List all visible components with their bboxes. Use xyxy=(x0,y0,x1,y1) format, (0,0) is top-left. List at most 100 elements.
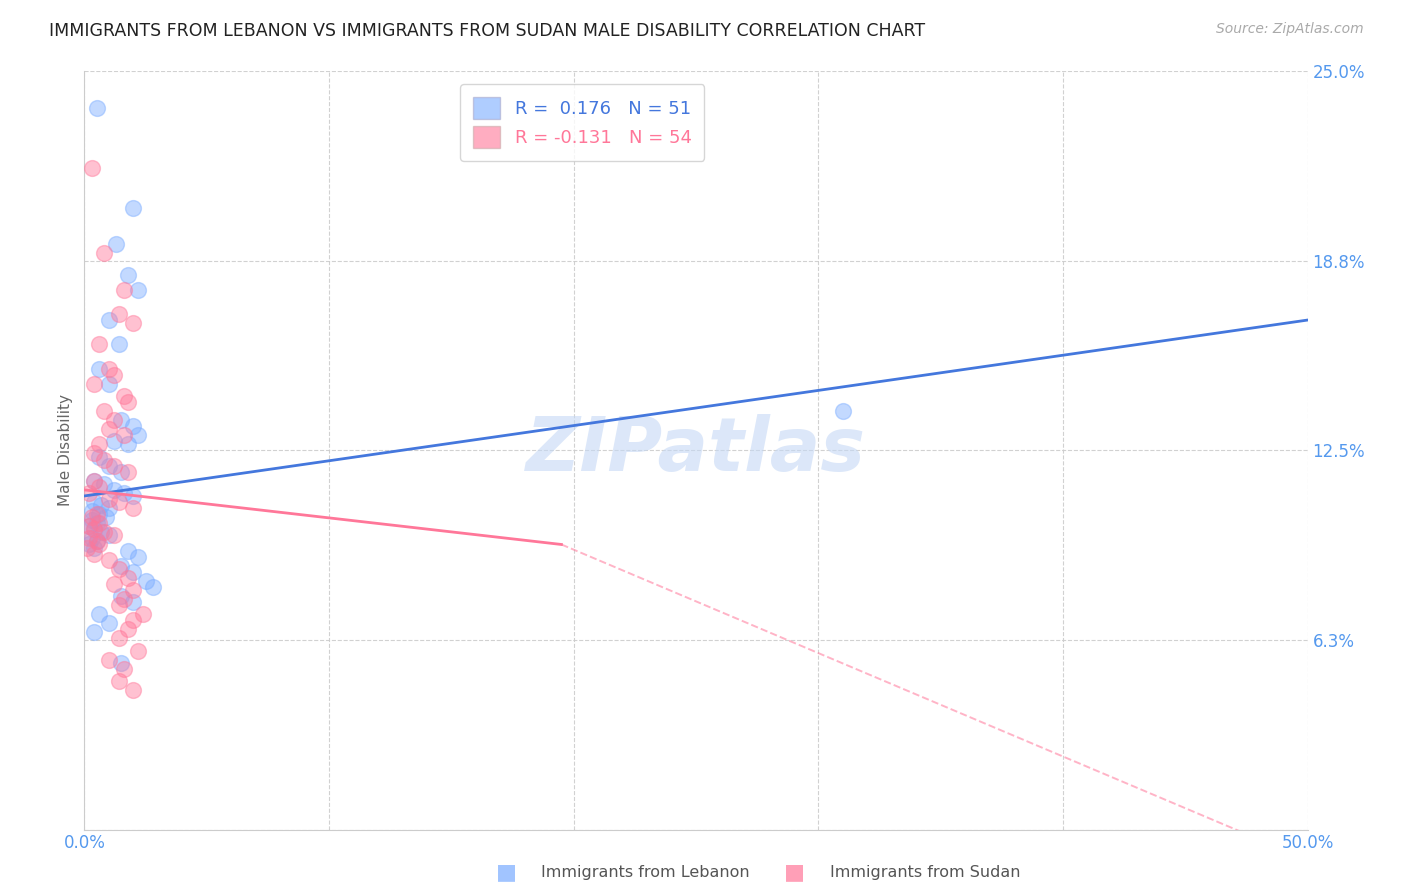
Point xyxy=(93,525,115,540)
Point xyxy=(93,404,115,418)
Point xyxy=(103,368,125,382)
Point xyxy=(87,607,110,622)
Point xyxy=(87,337,110,351)
Point xyxy=(97,491,120,506)
Point xyxy=(80,161,103,176)
Point xyxy=(80,513,103,527)
Point xyxy=(97,501,120,516)
Point xyxy=(103,528,125,542)
Point xyxy=(77,537,100,551)
Point xyxy=(112,428,135,442)
Point xyxy=(127,283,149,297)
Point xyxy=(112,486,135,500)
Point xyxy=(83,547,105,561)
Point xyxy=(83,376,105,391)
Point xyxy=(107,337,129,351)
Point xyxy=(83,522,105,536)
Point xyxy=(110,589,132,603)
Point xyxy=(93,246,115,260)
Point xyxy=(93,476,115,491)
Point xyxy=(122,489,145,503)
Point xyxy=(122,201,145,215)
Point xyxy=(80,510,103,524)
Point xyxy=(76,541,98,555)
Point xyxy=(83,495,105,509)
Point xyxy=(112,283,135,297)
Y-axis label: Male Disability: Male Disability xyxy=(58,394,73,507)
Point xyxy=(122,501,145,516)
Text: Source: ZipAtlas.com: Source: ZipAtlas.com xyxy=(1216,22,1364,37)
Point xyxy=(87,507,110,521)
Point xyxy=(86,101,108,115)
Point xyxy=(117,623,139,637)
Point xyxy=(96,510,118,524)
Point xyxy=(117,395,139,409)
Point xyxy=(93,452,115,467)
Point xyxy=(110,558,132,573)
Point xyxy=(122,565,145,579)
Point xyxy=(117,543,139,558)
Point xyxy=(107,673,129,688)
Point xyxy=(83,474,105,488)
Point xyxy=(97,376,120,391)
Point xyxy=(122,595,145,609)
Point xyxy=(97,458,120,473)
Point xyxy=(103,577,125,591)
Point xyxy=(107,495,129,509)
Point xyxy=(90,498,112,512)
Legend: R =  0.176   N = 51, R = -0.131   N = 54: R = 0.176 N = 51, R = -0.131 N = 54 xyxy=(460,84,704,161)
Point xyxy=(77,532,100,546)
Point xyxy=(122,683,145,698)
Point xyxy=(105,237,128,252)
Point xyxy=(90,525,112,540)
Point xyxy=(135,574,157,588)
Point xyxy=(87,437,110,451)
Point xyxy=(117,437,139,451)
Point xyxy=(80,532,103,546)
Point xyxy=(97,361,120,376)
Point xyxy=(112,592,135,607)
Text: IMMIGRANTS FROM LEBANON VS IMMIGRANTS FROM SUDAN MALE DISABILITY CORRELATION CHA: IMMIGRANTS FROM LEBANON VS IMMIGRANTS FR… xyxy=(49,22,925,40)
Point xyxy=(110,413,132,427)
Point xyxy=(86,534,108,549)
Point xyxy=(103,458,125,473)
Point xyxy=(117,571,139,585)
Point xyxy=(97,422,120,436)
Point xyxy=(87,516,110,531)
Point xyxy=(103,413,125,427)
Point xyxy=(87,450,110,464)
Point xyxy=(83,474,105,488)
Point xyxy=(107,562,129,576)
Point xyxy=(107,598,129,612)
Text: ■: ■ xyxy=(496,863,516,882)
Point xyxy=(122,582,145,597)
Point xyxy=(83,541,105,555)
Point xyxy=(83,625,105,640)
Point xyxy=(117,268,139,282)
Point xyxy=(127,428,149,442)
Point xyxy=(103,434,125,449)
Point xyxy=(86,516,108,531)
Point xyxy=(86,534,108,549)
Point xyxy=(97,528,120,542)
Point xyxy=(83,522,105,536)
Point xyxy=(127,643,149,657)
Point xyxy=(97,616,120,631)
Point xyxy=(103,483,125,497)
Point xyxy=(831,404,853,418)
Point xyxy=(97,653,120,667)
Point xyxy=(77,519,100,533)
Point xyxy=(97,313,120,327)
Point xyxy=(80,504,103,518)
Point xyxy=(87,480,110,494)
Point xyxy=(77,519,100,533)
Point xyxy=(122,613,145,627)
Point xyxy=(142,580,165,594)
Text: Immigrants from Lebanon: Immigrants from Lebanon xyxy=(541,865,749,880)
Point xyxy=(97,552,120,566)
Point xyxy=(132,607,155,622)
Text: ■: ■ xyxy=(785,863,804,882)
Point xyxy=(127,549,149,564)
Point xyxy=(110,465,132,479)
Point xyxy=(122,316,145,330)
